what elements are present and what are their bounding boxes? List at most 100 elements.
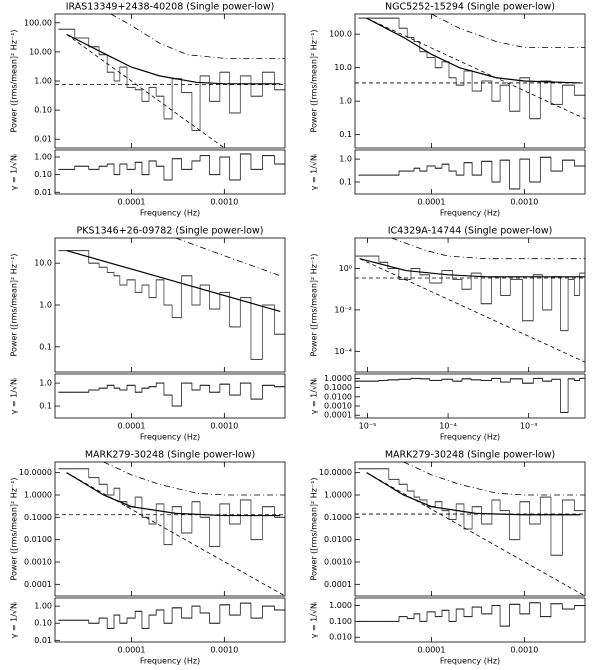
ratio-frame: [354, 149, 586, 195]
x-tick-label: 0.0001: [417, 646, 445, 655]
panel: PKS1346+26-09782 (Single power-low) Frequ…: [10, 226, 286, 442]
main-y-axis-label: Power ([rms/mean]² Hz⁻¹): [310, 253, 319, 356]
x-axis-label: Frequency (Hz): [140, 433, 200, 442]
model-line: [431, 14, 585, 48]
panel: NGC5252-15294 (Single power-low) Frequenc…: [310, 2, 586, 218]
y-tick-label: 10.0000: [319, 468, 352, 477]
y-tick-label: 0.01: [34, 135, 52, 144]
x-tick-label: 0.0010: [510, 198, 538, 207]
main-frame: [354, 461, 586, 597]
main-y-axis-label: Power ([rms/mean]² Hz⁻¹): [10, 477, 19, 580]
y-tick-label: 0.0100: [24, 535, 52, 544]
ratio-y-axis-label: γ = 1/√Nᵢ: [310, 154, 319, 191]
x-tick-label: 0.0001: [417, 198, 445, 207]
step-connector: [58, 602, 285, 629]
step-connector: [358, 602, 585, 627]
main-frame: [354, 13, 586, 149]
model-line: [66, 250, 281, 313]
x-axis-label: Frequency (Hz): [440, 433, 500, 442]
step-connector: [58, 468, 285, 547]
y-tick-label: 1.0000: [324, 374, 352, 383]
x-tick-label: 0.0010: [510, 646, 538, 655]
y-tick-label: 1.00: [34, 77, 52, 86]
ratio-plot-area: [58, 602, 285, 629]
y-tick-label: 0.0001: [24, 580, 52, 589]
model-line: [359, 258, 585, 278]
panel-title: IC4329A-14744 (Single power-low): [388, 226, 553, 237]
x-tick-label: 0.0010: [210, 646, 238, 655]
model-line: [110, 14, 285, 59]
model-line: [103, 462, 285, 496]
main-plot-area: [55, 14, 285, 148]
ratio-y-axis-label: γ = 1/√Nᵢ: [10, 602, 19, 639]
x-axis-label: Frequency (Hz): [440, 209, 500, 218]
step-connector: [355, 255, 585, 332]
y-tick-label: 10.0: [334, 63, 352, 72]
y-tick-label: 0.1: [339, 178, 352, 187]
ratio-plot-area: [355, 377, 585, 413]
y-tick-label: 1.0000: [24, 490, 52, 499]
y-tick-label: 0.0010: [324, 557, 352, 566]
y-tick-label: 10.0: [34, 259, 52, 268]
y-tick-label: 0.01: [34, 636, 52, 645]
ratio-y-axis-label: γ = 1/√Nᵢ: [310, 378, 319, 415]
y-tick-label: 0.10: [34, 106, 52, 115]
ratio-frame: [54, 149, 286, 195]
panel-title: NGC5252-15294 (Single power-low): [385, 2, 555, 13]
y-tick-label: 1.0: [39, 379, 52, 388]
y-tick-label: 10⁻²: [334, 305, 352, 314]
ratio-plot-area: [358, 602, 585, 627]
y-tick-label: 0.1000: [24, 513, 52, 522]
y-tick-label: 1.0: [339, 155, 352, 164]
model-line: [359, 258, 585, 363]
main-plot-area: [355, 238, 585, 363]
step-connector: [58, 382, 285, 407]
x-tick-label: 10⁻³: [520, 422, 538, 431]
ratio-y-axis-label: γ = 1/√Nᵢ: [10, 378, 19, 415]
step-connector: [58, 28, 285, 131]
panel: IRAS13349+2438-40208 (Single power-low) F…: [10, 2, 286, 218]
y-tick-label: 0.1: [39, 342, 52, 351]
ratio-frame: [54, 373, 286, 419]
ratio-y-axis-label: γ = 1/√Nᵢ: [310, 602, 319, 639]
x-tick-label: 0.0010: [210, 422, 238, 431]
y-tick-label: 0.0100: [324, 392, 352, 401]
x-axis-label: Frequency (Hz): [140, 657, 200, 666]
y-tick-label: 10⁰: [339, 264, 352, 273]
y-tick-label: 1.000: [329, 601, 352, 610]
y-tick-label: 0.0001: [324, 580, 352, 589]
panel: MARK279-30248 (Single power-low) Frequenc…: [10, 450, 286, 666]
step-connector: [358, 156, 585, 190]
y-tick-label: 0.0001: [324, 411, 352, 420]
ratio-y-axis-label: γ = 1/√Nᵢ: [10, 154, 19, 191]
ratio-plot-area: [58, 382, 285, 407]
y-tick-label: 0.0100: [324, 535, 352, 544]
main-y-axis-label: Power ([rms/mean]² Hz⁻¹): [310, 477, 319, 580]
step-connector: [355, 377, 585, 413]
model-line: [66, 33, 281, 85]
main-frame: [54, 461, 286, 597]
model-line: [391, 238, 585, 260]
y-tick-label: 10.0000: [19, 468, 52, 477]
panel: MARK279-30248 (Single power-low) Frequenc…: [310, 450, 586, 666]
main-frame: [54, 13, 286, 149]
model-line: [66, 472, 281, 517]
x-tick-label: 10⁻⁵: [359, 422, 377, 431]
ratio-frame: [54, 597, 286, 643]
model-line: [66, 472, 285, 596]
x-tick-label: 0.0001: [117, 198, 145, 207]
y-tick-label: 1.0: [39, 301, 52, 310]
main-y-axis-label: Power ([rms/mean]² Hz⁻¹): [10, 253, 19, 356]
y-tick-label: 0.01: [34, 188, 52, 197]
panel-title: MARK279-30248 (Single power-low): [385, 450, 555, 461]
step-connector: [358, 468, 585, 556]
x-tick-label: 0.0001: [117, 422, 145, 431]
model-line: [175, 238, 281, 277]
y-tick-label: 1.0000: [324, 490, 352, 499]
y-tick-label: 1.00: [34, 602, 52, 611]
y-tick-label: 1.0: [339, 97, 352, 106]
y-tick-label: 0.010: [329, 633, 352, 642]
x-axis-label: Frequency (Hz): [140, 209, 200, 218]
panel-title: IRAS13349+2438-40208 (Single power-low): [66, 2, 275, 13]
